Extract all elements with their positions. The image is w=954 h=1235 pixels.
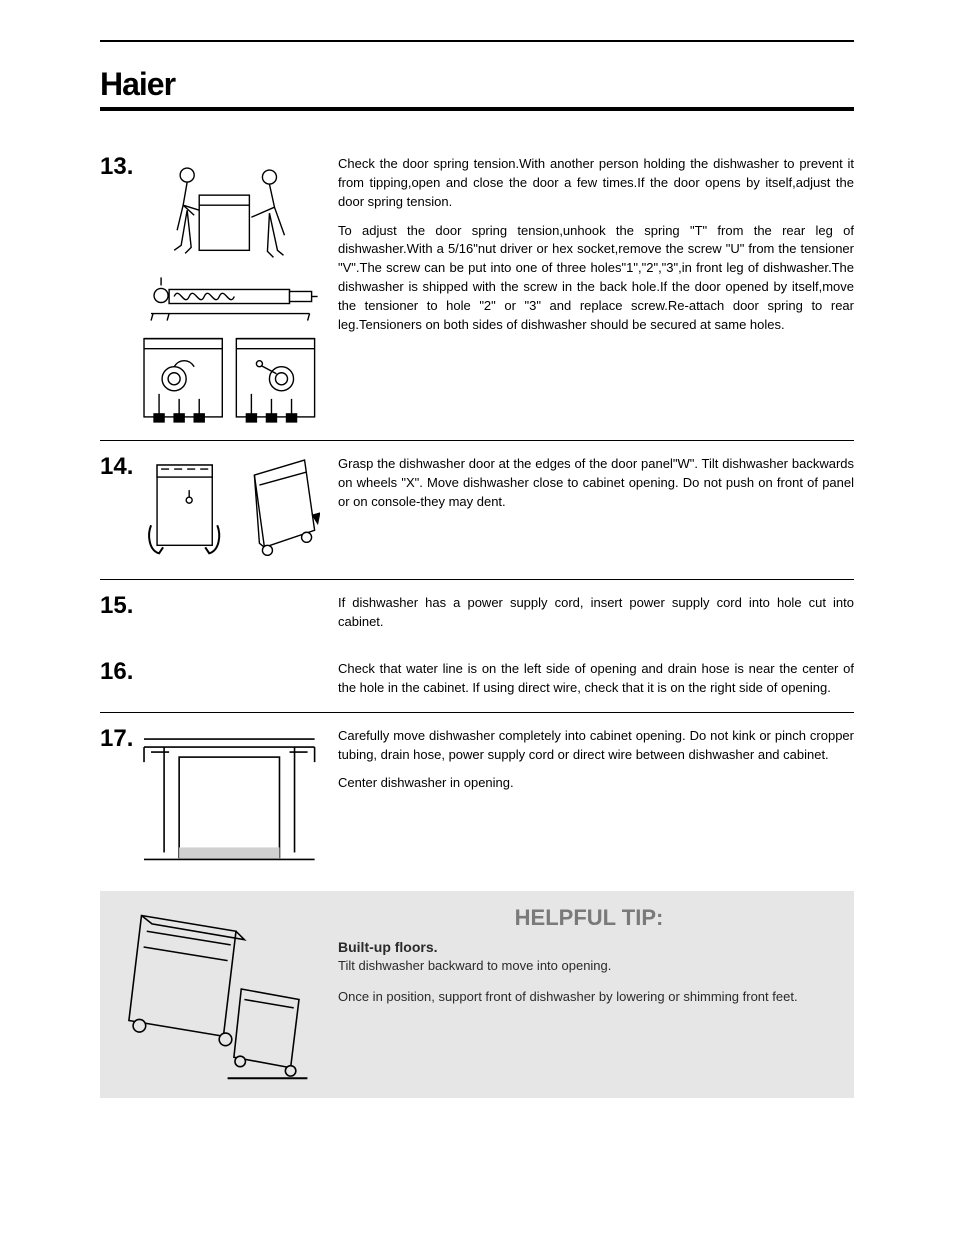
step-16-p1: Check that water line is on the left sid… (338, 660, 854, 698)
step-17: 17. Carefully move dishwasher completely… (100, 713, 854, 892)
step-17-text: Carefully move dishwasher completely int… (338, 727, 854, 794)
step-14: 14. (100, 441, 854, 579)
step-15-text: If dishwasher has a power supply cord, i… (338, 594, 854, 632)
step-15-left: 15. (100, 594, 320, 618)
step-13-text: Check the door spring tension.With anoth… (338, 155, 854, 335)
tip-illustration (100, 905, 320, 1084)
step-14-p1: Grasp the dishwasher door at the edges o… (338, 455, 854, 512)
step-13-p2: To adjust the door spring tension,unhook… (338, 222, 854, 335)
step-14-text: Grasp the dishwasher door at the edges o… (338, 455, 854, 512)
tip-p1: Tilt dishwasher backward to move into op… (338, 957, 840, 976)
step-17-left: 17. (100, 727, 320, 878)
step-13-number: 13. (100, 155, 133, 179)
step-17-p1: Carefully move dishwasher completely int… (338, 727, 854, 765)
step-13-left: 13. (100, 155, 320, 426)
tip-title: HELPFUL TIP: (338, 905, 840, 931)
step-15-number: 15. (100, 594, 133, 618)
step-15: 15. If dishwasher has a power supply cor… (100, 580, 854, 646)
step-16-number: 16. (100, 660, 133, 684)
brand-logo: Haier (100, 66, 854, 103)
step-16-left: 16. (100, 660, 320, 684)
step-17-illustration (139, 727, 320, 878)
step-16: 16. Check that water line is on the left… (100, 646, 854, 712)
step-14-number: 14. (100, 455, 133, 479)
tip-p2: Once in position, support front of dishw… (338, 988, 840, 1007)
step-13-illustration (139, 155, 320, 426)
step-16-text: Check that water line is on the left sid… (338, 660, 854, 698)
step-17-number: 17. (100, 727, 133, 751)
step-13-p1: Check the door spring tension.With anoth… (338, 155, 854, 212)
step-17-p2: Center dishwasher in opening. (338, 774, 854, 793)
step-15-p1: If dishwasher has a power supply cord, i… (338, 594, 854, 632)
step-13: 13. (100, 141, 854, 440)
tip-subtitle: Built-up floors. (338, 939, 840, 955)
tip-content: HELPFUL TIP: Built-up floors. Tilt dishw… (338, 905, 840, 1007)
brand-underline (100, 107, 854, 111)
tip-body: Tilt dishwasher backward to move into op… (338, 957, 840, 1007)
step-14-illustration (139, 455, 320, 565)
top-rule (100, 40, 854, 42)
helpful-tip-box: HELPFUL TIP: Built-up floors. Tilt dishw… (100, 891, 854, 1098)
step-14-left: 14. (100, 455, 320, 565)
